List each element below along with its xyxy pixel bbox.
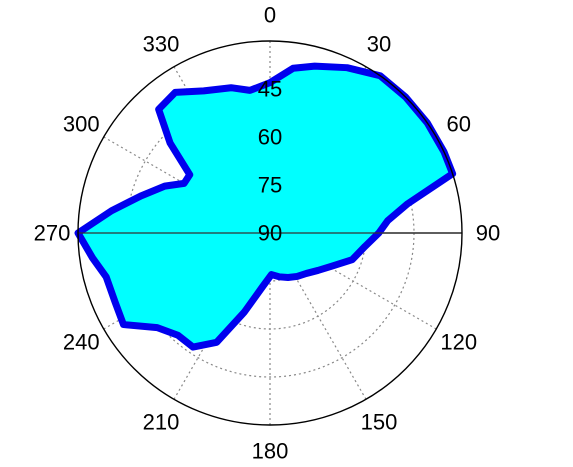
angular-tick-label-210: 210 — [143, 409, 180, 434]
radial-tick-label-90: 90 — [258, 221, 282, 246]
angular-tick-label-300: 300 — [63, 112, 100, 137]
radial-tick-label-45: 45 — [258, 77, 282, 102]
data-layer — [74, 62, 457, 351]
angular-spoke-120 — [269, 232, 437, 330]
label-layer: 0 30 60 90 120 150 180 210 240 270 300 330 90 75 60 45 — [34, 3, 501, 464]
angular-spoke-150 — [269, 232, 367, 400]
data-area-series-0 — [74, 62, 457, 351]
outer-circle — [77, 40, 463, 426]
angular-tick-label-330: 330 — [143, 32, 180, 57]
angular-tick-label-90: 90 — [476, 221, 500, 246]
angular-tick-label-120: 120 — [440, 330, 477, 355]
angular-tick-label-60: 60 — [447, 112, 471, 137]
radial-tick-label-75: 75 — [258, 173, 282, 198]
angular-tick-label-270: 270 — [34, 221, 71, 246]
angular-tick-label-180: 180 — [252, 439, 289, 464]
angular-tick-label-30: 30 — [367, 32, 391, 57]
angular-tick-label-240: 240 — [63, 330, 100, 355]
radial-tick-label-60: 60 — [258, 125, 282, 150]
angular-tick-label-150: 150 — [361, 409, 398, 434]
axis-layer — [77, 40, 463, 426]
angular-tick-label-0: 0 — [264, 3, 276, 28]
